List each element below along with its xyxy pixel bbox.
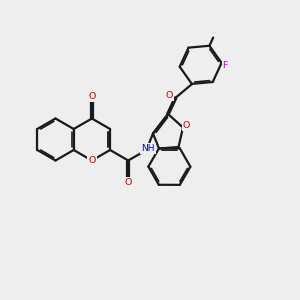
- Text: O: O: [183, 121, 190, 130]
- Text: O: O: [165, 91, 172, 100]
- Text: F: F: [223, 61, 228, 70]
- Text: NH: NH: [141, 144, 155, 153]
- Text: O: O: [88, 92, 96, 101]
- Text: O: O: [124, 178, 132, 187]
- Text: O: O: [88, 156, 96, 165]
